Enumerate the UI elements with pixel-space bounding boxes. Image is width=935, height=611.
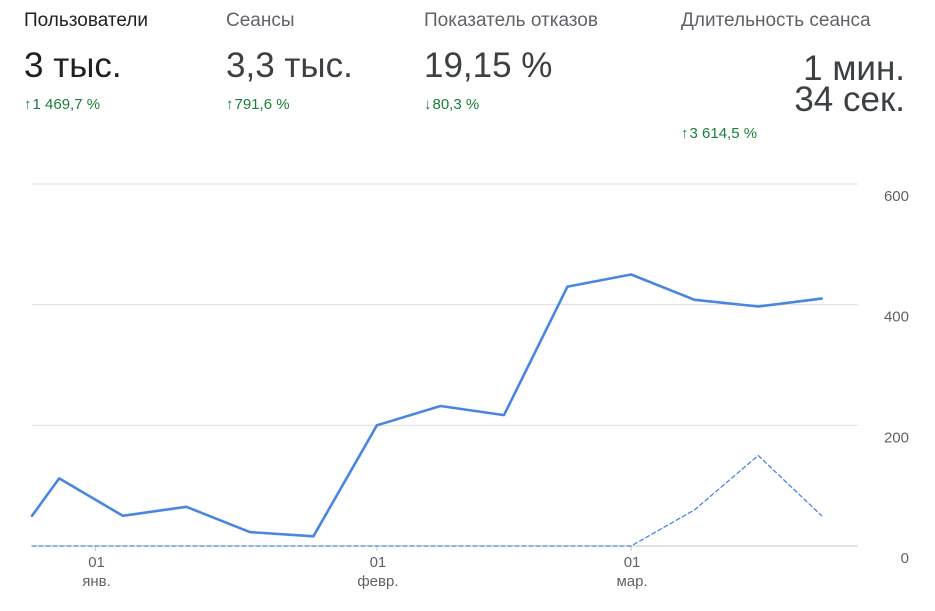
metric-users-label: Пользователи bbox=[24, 10, 149, 31]
x-tick-day: 01 bbox=[88, 554, 105, 571]
chart-axes: 0 200 400 600 01 янв. 01 февр. 01 мар. bbox=[82, 188, 909, 590]
chart-grid bbox=[32, 183, 858, 547]
metric-sessions-label: Сеансы bbox=[226, 10, 295, 31]
x-tick-day: 01 bbox=[624, 554, 641, 571]
y-tick-label: 400 bbox=[884, 309, 909, 326]
x-tick-day: 01 bbox=[370, 554, 387, 571]
x-tick-month: янв. bbox=[82, 573, 111, 590]
arrow-up-icon: ↑ bbox=[226, 96, 234, 113]
arrow-down-icon: ↓ bbox=[424, 96, 432, 113]
arrow-up-icon: ↑ bbox=[24, 96, 32, 113]
x-tick-month: мар. bbox=[616, 573, 647, 590]
x-tick-month: февр. bbox=[357, 573, 398, 590]
metric-bounce-rate-label: Показатель отказов bbox=[424, 10, 598, 31]
metric-session-duration-value-line2: 34 сек. bbox=[794, 80, 905, 119]
metric-users-change: ↑1 469,7 % bbox=[24, 96, 100, 113]
metric-users-change-value: 1 469,7 % bbox=[32, 96, 101, 113]
chart-series bbox=[30, 273, 824, 547]
line-chart: 0 200 400 600 01 янв. 01 февр. 01 мар. bbox=[30, 183, 909, 590]
y-tick-label: 200 bbox=[884, 429, 909, 446]
metric-bounce-rate-change-value: 80,3 % bbox=[432, 96, 480, 113]
metric-sessions-change: ↑791,6 % bbox=[226, 96, 290, 113]
metric-users-value: 3 тыс. bbox=[24, 46, 122, 85]
metric-sessions-change-value: 791,6 % bbox=[234, 96, 290, 113]
series-line-current bbox=[30, 273, 824, 538]
metric-session-duration-value: 1 мин. 34 сек. bbox=[735, 49, 905, 119]
metric-session-duration-change: ↑3 614,5 % bbox=[681, 125, 757, 142]
metric-session-duration-value-line1: 1 мин. bbox=[803, 49, 905, 88]
series-line-previous bbox=[31, 454, 823, 547]
arrow-up-icon: ↑ bbox=[681, 125, 689, 142]
metric-bounce-rate-change: ↓80,3 % bbox=[424, 96, 479, 113]
metric-session-duration-change-value: 3 614,5 % bbox=[689, 125, 758, 142]
y-tick-label: 600 bbox=[884, 188, 909, 205]
metric-bounce-rate-value: 19,15 % bbox=[424, 46, 553, 85]
metric-session-duration-label: Длительность сеанса bbox=[681, 10, 871, 31]
metric-sessions-value: 3,3 тыс. bbox=[226, 46, 353, 85]
y-tick-label: 0 bbox=[901, 550, 909, 567]
